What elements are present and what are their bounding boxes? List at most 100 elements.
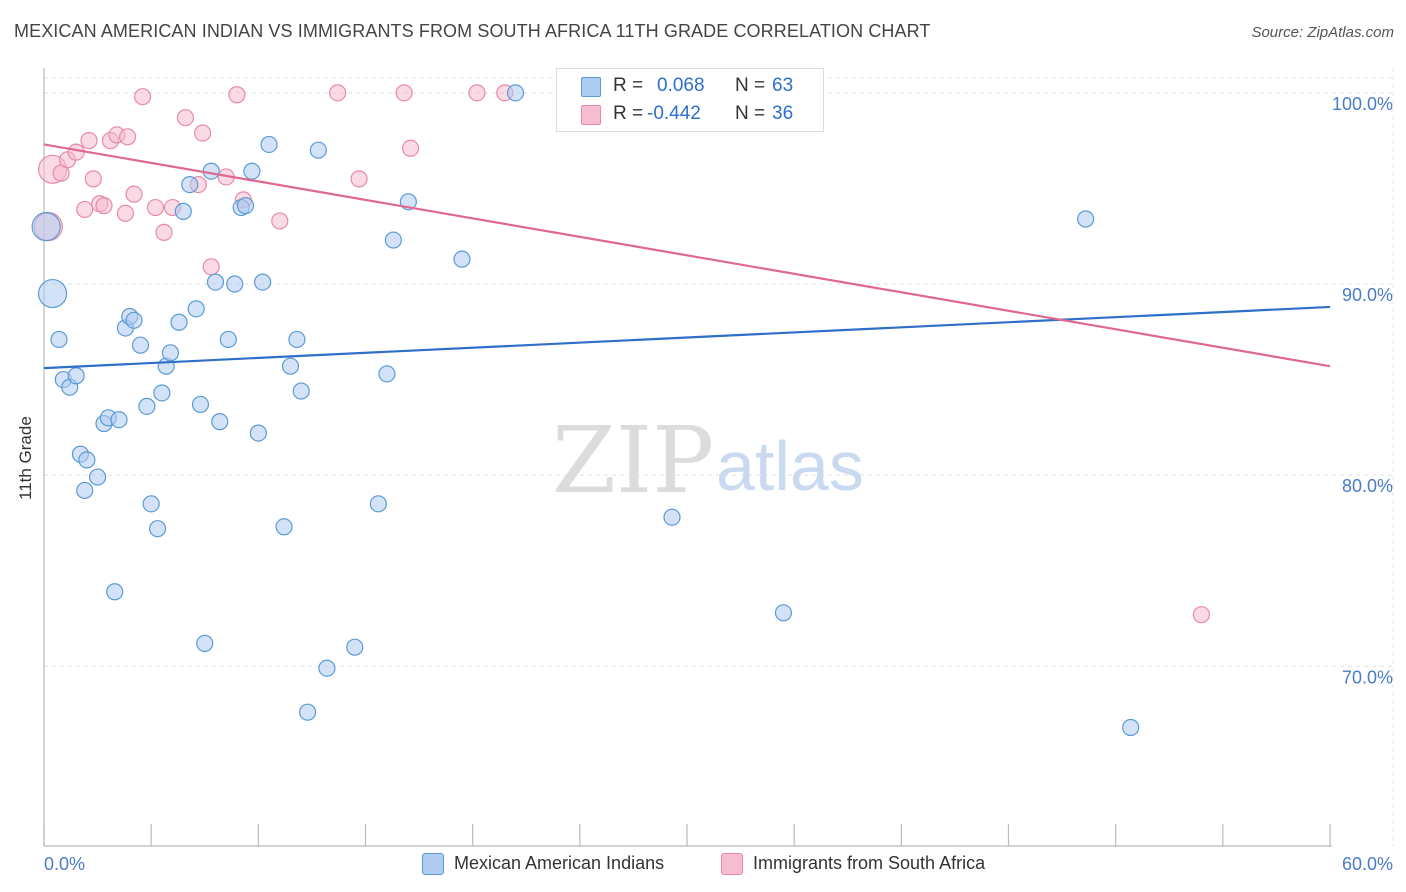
data-point[interactable]: [202, 258, 220, 276]
legend-swatch-pink: [721, 853, 743, 875]
y-tick-labels: 100.0% 90.0% 80.0% 70.0%: [1332, 94, 1393, 687]
stats-n-value: 63: [772, 75, 794, 96]
watermark: ZIP atlas: [552, 407, 864, 514]
data-point[interactable]: [271, 212, 289, 230]
stats-n-label: N =: [735, 75, 766, 96]
data-point[interactable]: [80, 132, 98, 150]
data-point[interactable]: [37, 278, 68, 309]
data-point[interactable]: [118, 128, 137, 146]
data-point[interactable]: [181, 176, 199, 194]
stats-swatch-pink: [581, 105, 601, 125]
data-point[interactable]: [506, 84, 525, 102]
data-point[interactable]: [228, 86, 246, 104]
data-point[interactable]: [67, 143, 85, 161]
data-point[interactable]: [191, 395, 210, 414]
chart-title: MEXICAN AMERICAN INDIAN VS IMMIGRANTS FR…: [14, 21, 931, 41]
y-tick-label: 80.0%: [1342, 476, 1393, 496]
data-point[interactable]: [309, 141, 327, 159]
data-point[interactable]: [219, 330, 237, 349]
data-point[interactable]: [142, 495, 160, 513]
data-point[interactable]: [31, 212, 61, 242]
data-point[interactable]: [275, 518, 293, 536]
data-point[interactable]: [196, 634, 214, 652]
data-point[interactable]: [774, 604, 793, 622]
data-point[interactable]: [76, 200, 94, 219]
stats-r-label: R =: [613, 75, 644, 96]
data-point[interactable]: [299, 703, 317, 721]
y-tick-label: 90.0%: [1342, 285, 1393, 305]
stats-r-value: 0.068: [657, 75, 705, 96]
data-point[interactable]: [95, 197, 113, 215]
data-point[interactable]: [133, 88, 152, 106]
stats-box: R = 0.068 N = 63 R = -0.442 N = 36: [556, 68, 824, 132]
data-point[interactable]: [226, 275, 244, 293]
trend-lines: [43, 143, 1331, 370]
data-point[interactable]: [116, 204, 135, 222]
data-point[interactable]: [318, 659, 336, 677]
data-point[interactable]: [84, 170, 102, 188]
data-point[interactable]: [292, 382, 310, 400]
y-tick-label: 100.0%: [1332, 94, 1393, 114]
data-point[interactable]: [138, 397, 156, 415]
data-point[interactable]: [663, 508, 681, 526]
stats-swatch-blue: [581, 77, 601, 97]
data-point[interactable]: [1192, 606, 1211, 624]
y-axis-title: 11th Grade: [16, 416, 35, 500]
legend-swatch-blue: [422, 853, 444, 875]
x-tick-label-min: 0.0%: [44, 854, 85, 874]
data-point[interactable]: [110, 411, 128, 429]
data-point[interactable]: [148, 520, 167, 538]
data-point[interactable]: [350, 170, 368, 188]
series-mexican-american-indians: [31, 84, 1140, 737]
data-point[interactable]: [170, 313, 188, 331]
data-point[interactable]: [378, 365, 396, 383]
stats-r-label: R =: [613, 103, 644, 124]
data-point[interactable]: [153, 384, 171, 402]
data-point[interactable]: [67, 367, 85, 385]
data-point[interactable]: [174, 202, 192, 220]
legend-label: Immigrants from South Africa: [753, 853, 986, 873]
data-point[interactable]: [288, 330, 306, 349]
legend-label: Mexican American Indians: [454, 853, 665, 873]
data-point[interactable]: [281, 357, 300, 375]
data-point[interactable]: [236, 197, 255, 215]
source-label: Source: ZipAtlas.com: [1251, 24, 1394, 41]
data-point[interactable]: [187, 300, 205, 318]
data-point[interactable]: [88, 468, 107, 486]
data-point[interactable]: [260, 135, 278, 154]
data-point[interactable]: [401, 139, 420, 157]
data-point[interactable]: [76, 481, 94, 500]
data-point[interactable]: [468, 84, 486, 102]
data-point[interactable]: [249, 424, 267, 442]
x-ticks: [43, 824, 1331, 846]
data-point[interactable]: [395, 84, 413, 102]
data-point[interactable]: [243, 162, 261, 180]
watermark-atlas: atlas: [716, 427, 864, 505]
data-point[interactable]: [453, 250, 471, 268]
data-point[interactable]: [346, 638, 364, 656]
data-point[interactable]: [384, 231, 402, 249]
stats-n-value: 36: [772, 103, 794, 124]
data-point[interactable]: [50, 330, 68, 349]
y-tick-label: 70.0%: [1342, 667, 1393, 687]
data-point[interactable]: [329, 84, 347, 102]
data-point[interactable]: [131, 336, 150, 354]
data-point[interactable]: [211, 413, 229, 431]
data-point[interactable]: [146, 198, 165, 217]
data-point[interactable]: [254, 273, 272, 291]
data-point[interactable]: [78, 451, 96, 469]
data-point[interactable]: [125, 311, 143, 329]
legend: Mexican American Indians Immigrants from…: [0, 852, 1406, 876]
data-point[interactable]: [161, 344, 180, 362]
data-point[interactable]: [125, 185, 143, 203]
data-point[interactable]: [206, 273, 225, 291]
data-point[interactable]: [155, 223, 173, 241]
data-point[interactable]: [106, 583, 124, 601]
data-point[interactable]: [369, 495, 387, 513]
trend-line-pink: [43, 143, 1331, 368]
data-point[interactable]: [176, 109, 195, 127]
data-point[interactable]: [1077, 210, 1095, 228]
data-point[interactable]: [1122, 718, 1140, 737]
data-point[interactable]: [194, 124, 212, 142]
